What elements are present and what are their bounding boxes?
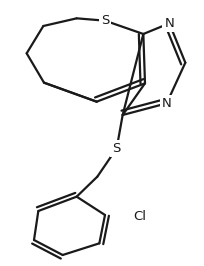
Text: S: S	[112, 142, 120, 155]
Text: S: S	[100, 14, 109, 27]
Text: N: N	[161, 97, 171, 110]
Text: Cl: Cl	[132, 210, 145, 222]
Text: N: N	[164, 17, 173, 30]
